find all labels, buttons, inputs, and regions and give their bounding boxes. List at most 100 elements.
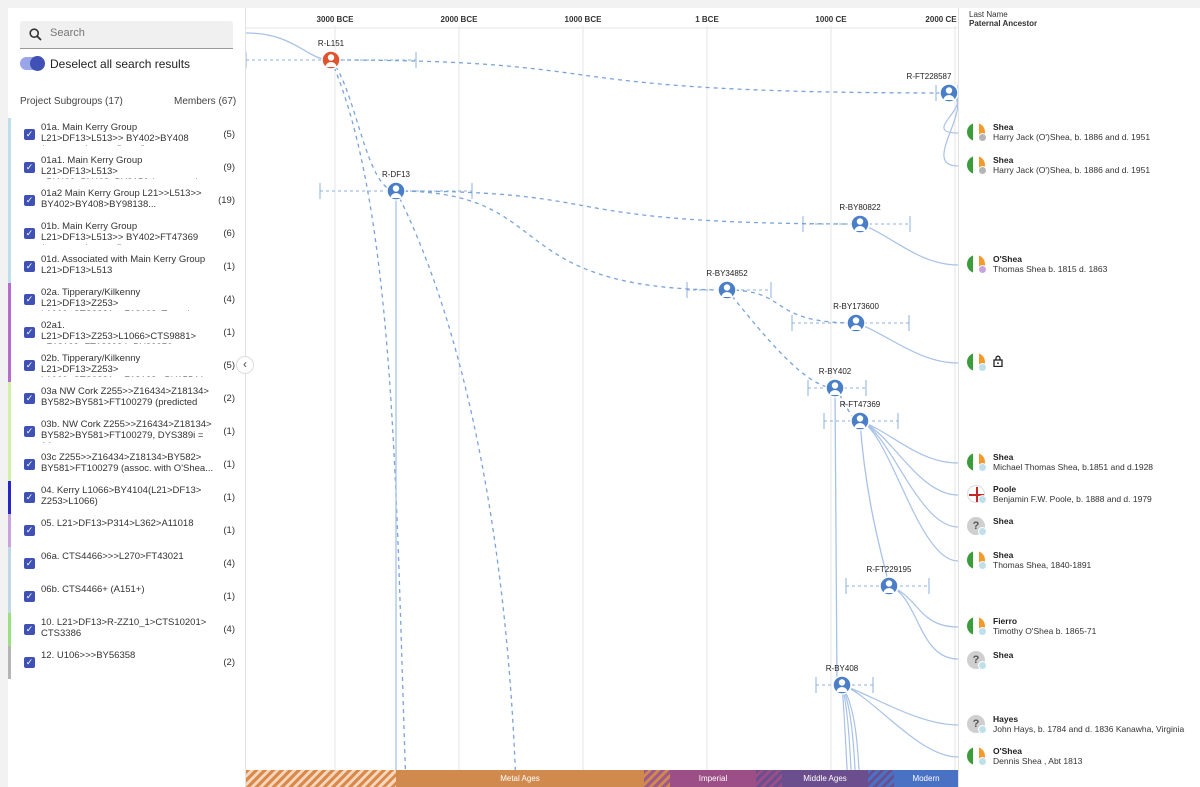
subgroup-color-bar [8,613,11,646]
ancestor-entry[interactable]: Shea Michael Thomas Shea, b.1851 and d.1… [967,450,1197,476]
subgroup-dot [978,495,987,504]
search-box[interactable] [20,21,233,49]
subgroup-checkbox[interactable]: ✓ [24,459,35,470]
subgroup-checkbox[interactable]: ✓ [24,558,35,569]
subgroup-label: 01a. Main Kerry Group L21>DF13>L513>> BY… [41,122,189,146]
ancestor-entry[interactable] [967,350,1197,376]
subgroup-label: 01b. Main Kerry Group L21>DF13>L513>> BY… [41,221,199,245]
tree-node[interactable] [321,50,341,70]
deselect-toggle[interactable] [20,56,45,71]
subgroup-item[interactable]: ✓ 03a NW Cork Z255>>Z16434>Z18134> BY582… [8,382,245,415]
node-label: R-DF13 [381,170,411,179]
subgroup-checkbox[interactable]: ✓ [24,657,35,668]
subgroup-item[interactable]: ✓ 04. Kerry L1066>BY4104(L21>DF13> Z253>… [8,481,245,514]
subgroup-item[interactable]: ✓ 03b. NW Cork Z255>>Z16434>Z18134> BY58… [8,415,245,448]
ancestor-entry[interactable]: O'Shea Dennis Shea , Abt 1813 [967,744,1197,770]
subgroup-checkbox[interactable]: ✓ [24,162,35,173]
collapse-sidebar-button[interactable]: ‹ [236,356,254,374]
era-middle-ages: Middle Ages [782,770,868,787]
subgroup-color-bar [8,415,11,448]
subgroup-color-bar [8,514,11,547]
ancestor-entry[interactable]: Shea Thomas Shea, 1840-1891 [967,548,1197,574]
subgroup-checkbox[interactable]: ✓ [24,327,35,338]
subgroup-count: (1) [223,261,235,272]
subgroup-label: 01a1. Main Kerry Group L21>DF13>L513> >B… [41,155,198,179]
subgroup-item[interactable]: ✓ 05. L21>DF13>P314>L362>A11018 (1) [8,514,245,547]
subgroup-checkbox[interactable]: ✓ [24,129,35,140]
subgroup-checkbox[interactable]: ✓ [24,525,35,536]
search-input[interactable] [50,27,225,39]
tree-node[interactable] [717,280,737,300]
timeline-tick-label: 1000 CE [815,15,847,24]
entry-ancestor: Timothy O'Shea b. 1865-71 [993,626,1097,636]
subgroup-dot [978,757,987,766]
ancestor-entry[interactable]: ? Shea [967,648,1197,674]
subgroup-item[interactable]: ✓ 06a. CTS4466>>>L270>FT43021 (4) [8,547,245,580]
node-label: R-FT229195 [866,565,912,574]
leaf-edge [855,322,958,364]
subgroup-item[interactable]: ✓ 03c Z255>>Z16434>Z18134>BY582> BY581>F… [8,448,245,481]
subgroup-item[interactable]: ✓ 01b. Main Kerry Group L21>DF13>L513>> … [8,217,245,250]
subgroup-item[interactable]: ✓ 02a1. L21>DF13>Z253>L1066>CTS9881> >Z1… [8,316,245,349]
subgroup-checkbox[interactable]: ✓ [24,492,35,503]
subgroup-item[interactable]: ✓ 06b. CTS4466+ (A151+) (1) [8,580,245,613]
tree-node[interactable] [850,411,870,431]
timeline-tick-label: 3000 BCE [316,15,354,24]
subgroup-count: (1) [223,591,235,602]
subgroup-color-bar [8,580,11,613]
subgroup-checkbox[interactable]: ✓ [24,360,35,371]
subgroup-checkbox[interactable]: ✓ [24,228,35,239]
paternal-ancestor-header: Paternal Ancestor [969,19,1038,28]
node-label: R-FT228587 [906,72,952,81]
subgroup-count: (1) [223,459,235,470]
ancestor-entry[interactable]: ? Shea [967,514,1197,540]
tree-node[interactable] [386,181,406,201]
subgroup-item[interactable]: ✓ 01a1. Main Kerry Group L21>DF13>L513> … [8,151,245,184]
timeline-tick-label: 1 BCE [695,15,719,24]
subgroup-checkbox[interactable]: ✓ [24,195,35,206]
subgroup-color-bar [8,316,11,349]
leaf-edge [841,684,958,726]
subgroup-color-bar [8,382,11,415]
node-label: R-L151 [317,39,345,48]
subgroup-label: 01d. Associated with Main Kerry Group L2… [41,254,206,276]
tree-node[interactable] [850,214,870,234]
tree-node[interactable] [846,313,866,333]
subgroup-dot [978,527,987,536]
subgroup-color-bar [8,547,11,580]
subgroup-item[interactable]: ✓ 02b. Tipperary/Kilkenny L21>DF13>Z253>… [8,349,245,382]
toggle-knob[interactable] [30,56,45,71]
subgroup-checkbox[interactable]: ✓ [24,624,35,635]
subgroup-item[interactable]: ✓ 10. L21>DF13>R-ZZ10_1>CTS10201> CTS338… [8,613,245,646]
subgroup-dot [978,725,987,734]
tree-edge [395,190,728,291]
ancestor-entry[interactable]: Shea Harry Jack (O')Shea, b. 1886 and d.… [967,120,1197,146]
ancestor-entry[interactable]: O'Shea Thomas Shea b. 1815 d. 1863 [967,252,1197,278]
tree-node[interactable] [825,378,845,398]
haplotree-view[interactable]: 3000 BCE 2000 BCE 1000 BCE 1 BCE 1000 CE 2000… [246,8,958,787]
leaf-edge [859,420,958,496]
ancestor-entry[interactable]: ? Hayes John Hays, b. 1784 and d. 1836 K… [967,712,1197,738]
subgroup-color-bar [8,481,11,514]
subgroup-item[interactable]: ✓ 01d. Associated with Main Kerry Group … [8,250,245,283]
subgroup-checkbox[interactable]: ✓ [24,261,35,272]
tree-node[interactable] [832,675,852,695]
ancestor-entry[interactable]: Poole Benjamin F.W. Poole, b. 1888 and d… [967,482,1197,508]
subgroup-checkbox[interactable]: ✓ [24,294,35,305]
subgroup-checkbox[interactable]: ✓ [24,591,35,602]
subgroup-item[interactable]: ✓ 02a. Tipperary/Kilkenny L21>DF13>Z253>… [8,283,245,316]
subgroup-count: (4) [223,624,235,635]
tree-node[interactable] [879,576,899,596]
subgroup-checkbox[interactable]: ✓ [24,426,35,437]
subgroup-checkbox[interactable]: ✓ [24,393,35,404]
tree-edge [726,289,857,324]
subgroup-item[interactable]: ✓ 01a2 Main Kerry Group L21>>L513>> BY40… [8,184,245,217]
entry-last-name: Poole [993,484,1017,494]
tree-node[interactable] [939,83,958,103]
subgroup-item[interactable]: ✓ 12. U106>>>BY56358 (2) [8,646,245,679]
subgroup-item[interactable]: ✓ 01a. Main Kerry Group L21>DF13>L513>> … [8,118,245,151]
ancestor-entry[interactable]: Fierro Timothy O'Shea b. 1865-71 [967,614,1197,640]
subgroup-count: (2) [223,657,235,668]
ancestor-entry[interactable]: Shea Harry Jack (O')Shea, b. 1886 and d.… [967,153,1197,179]
node-label: R-BY408 [825,664,859,673]
